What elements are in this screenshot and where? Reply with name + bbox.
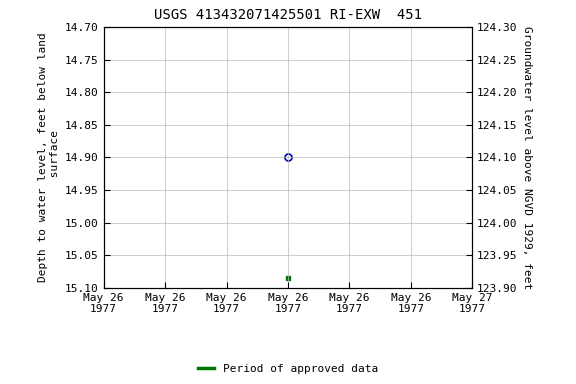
- Title: USGS 413432071425501 RI-EXW  451: USGS 413432071425501 RI-EXW 451: [154, 8, 422, 22]
- Y-axis label: Depth to water level, feet below land
 surface: Depth to water level, feet below land su…: [38, 33, 59, 282]
- Legend: Period of approved data: Period of approved data: [193, 359, 383, 379]
- Y-axis label: Groundwater level above NGVD 1929, feet: Groundwater level above NGVD 1929, feet: [522, 26, 532, 289]
